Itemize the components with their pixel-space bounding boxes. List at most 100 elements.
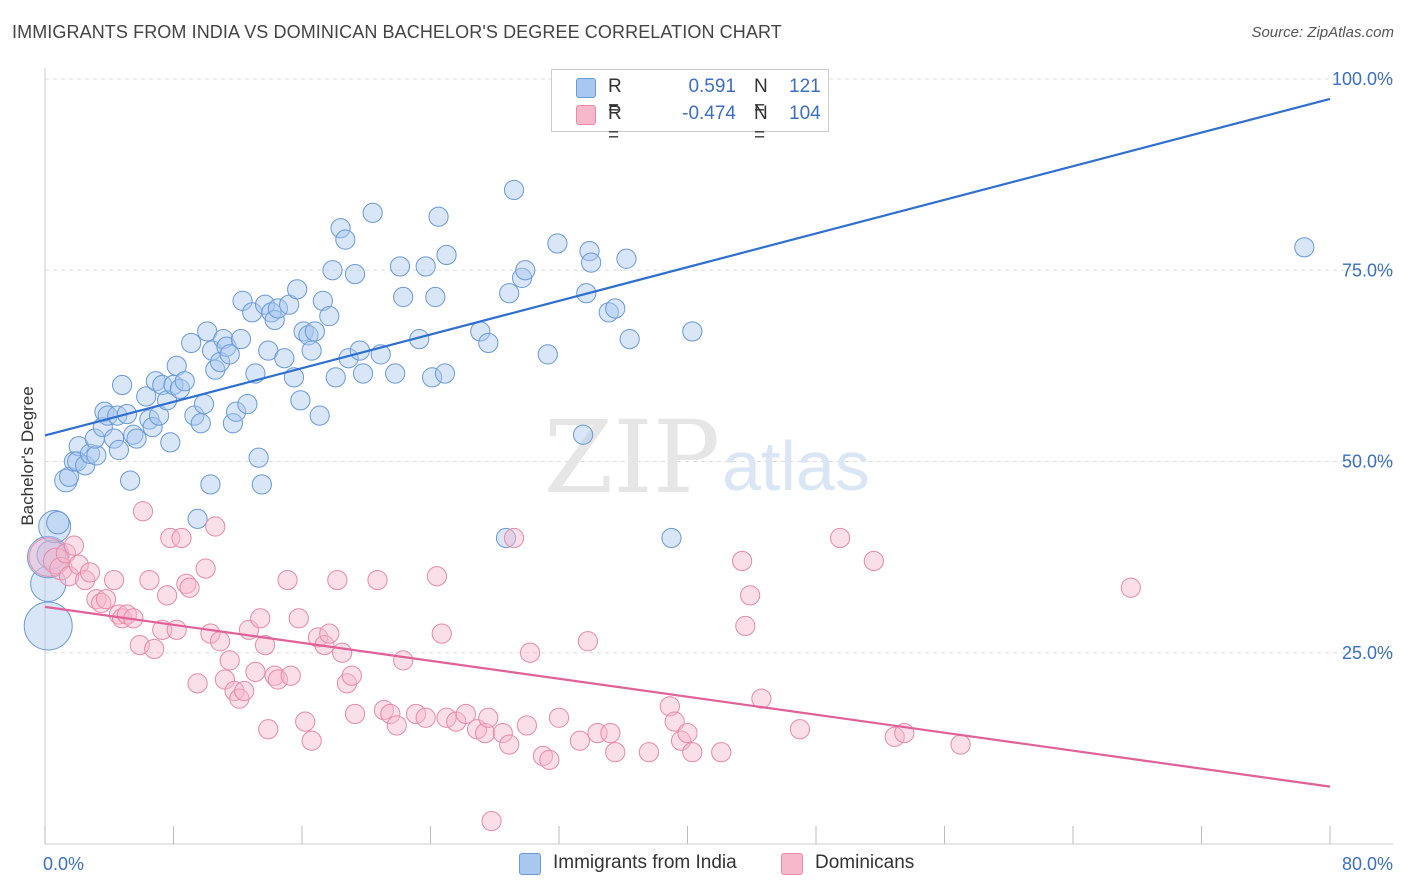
dominican-point	[1120, 577, 1141, 598]
trend-layer	[44, 97, 1331, 788]
india-point	[190, 413, 211, 434]
india-point	[219, 344, 240, 365]
india-point	[142, 416, 163, 438]
dominican-point	[659, 696, 680, 717]
dominican-point	[367, 569, 388, 591]
dominican-r-label: R =	[608, 103, 622, 146]
dominican-point	[499, 734, 520, 755]
india-point	[362, 202, 383, 223]
india-point	[319, 306, 340, 327]
y-tick-label: 50.0%	[1342, 452, 1393, 472]
dominican-point	[373, 700, 395, 721]
india-point	[123, 424, 144, 445]
dominican-point	[187, 673, 208, 694]
dominican-point	[516, 715, 537, 736]
india-point	[251, 474, 272, 495]
india-point	[248, 447, 269, 468]
source-label: Source: ZipAtlas.com	[1251, 24, 1394, 41]
india-point	[495, 527, 517, 549]
india-point	[598, 302, 619, 323]
india-point	[120, 470, 141, 491]
dominican-point	[829, 527, 851, 549]
india-point	[187, 508, 208, 529]
india-r-value: 0.591	[688, 76, 736, 97]
india-point	[661, 527, 682, 549]
india-n-value: 121	[789, 76, 821, 97]
india-point	[428, 206, 449, 227]
dominican-point	[319, 623, 340, 644]
india-point	[152, 374, 173, 396]
india-point	[193, 394, 215, 415]
dominican-point	[250, 608, 271, 629]
dominican-point	[600, 722, 621, 744]
correlation-legend: R = 0.591 N = 121 R = -0.474 N = 104	[551, 69, 829, 146]
india-point	[46, 511, 70, 535]
dominican-point	[393, 650, 414, 671]
grid-layer	[45, 78, 1393, 654]
india-point	[174, 371, 195, 392]
chart-title: IMMIGRANTS FROM INDIA VS DOMINICAN BACHE…	[12, 22, 782, 42]
dominican-point	[171, 527, 192, 549]
india-point	[434, 363, 456, 384]
dominican-point	[732, 550, 753, 572]
dominican-point	[415, 707, 436, 728]
india-point	[425, 286, 446, 308]
india-point	[38, 510, 72, 544]
bottom-india-swatch	[519, 853, 541, 875]
india-point	[108, 439, 129, 461]
dominican-point	[863, 550, 884, 572]
india-point	[79, 443, 101, 464]
india-point	[312, 290, 333, 311]
india-point	[160, 432, 181, 453]
india-point	[126, 428, 147, 449]
dominican-point	[344, 703, 366, 725]
dominican-n-label: N =	[754, 103, 768, 146]
dominican-point	[79, 562, 101, 583]
india-point	[537, 344, 558, 365]
india-point	[436, 244, 457, 266]
india-point	[304, 321, 325, 342]
dominican-point	[63, 535, 85, 556]
india-point	[605, 298, 626, 319]
india-point	[422, 367, 443, 388]
y-tick-label: 75.0%	[1342, 260, 1393, 280]
dominican-point	[711, 742, 732, 763]
dominican-point	[577, 631, 599, 652]
watermark-atlas: atlas	[722, 427, 870, 505]
dominican-point	[332, 642, 353, 663]
dominican-trend-line	[44, 605, 1331, 788]
india-r-label: R =	[608, 76, 622, 119]
india-point	[298, 325, 319, 346]
india-point	[616, 248, 637, 269]
y-tick-label: 25.0%	[1342, 643, 1393, 663]
dominican-n-value: 104	[789, 103, 821, 124]
dominican-point	[245, 661, 266, 682]
india-point	[385, 363, 406, 384]
india-point	[290, 390, 311, 411]
dominican-point	[166, 619, 187, 640]
dominican-point	[195, 558, 216, 579]
india-point	[415, 256, 436, 277]
dominican-point	[288, 608, 309, 629]
india-n-label: N =	[754, 76, 768, 119]
dominican-point	[341, 665, 362, 686]
india-point	[230, 329, 252, 350]
dominican-point	[209, 631, 231, 652]
india-point	[287, 279, 308, 300]
dominican-point	[532, 745, 554, 767]
dominican-point	[677, 722, 698, 744]
dominican-point	[95, 589, 117, 610]
india-point	[389, 256, 411, 277]
dominican-point	[682, 742, 703, 763]
dominican-point	[751, 688, 772, 709]
india-point	[86, 445, 107, 466]
india-point	[136, 386, 157, 407]
dominican-point	[55, 543, 76, 564]
india-point	[322, 260, 343, 281]
india-point	[325, 367, 346, 388]
dominican-point	[219, 650, 240, 671]
dominican-point	[548, 707, 570, 728]
bottom-india-label: Immigrants from India	[553, 852, 737, 873]
dominican-point	[144, 638, 165, 660]
